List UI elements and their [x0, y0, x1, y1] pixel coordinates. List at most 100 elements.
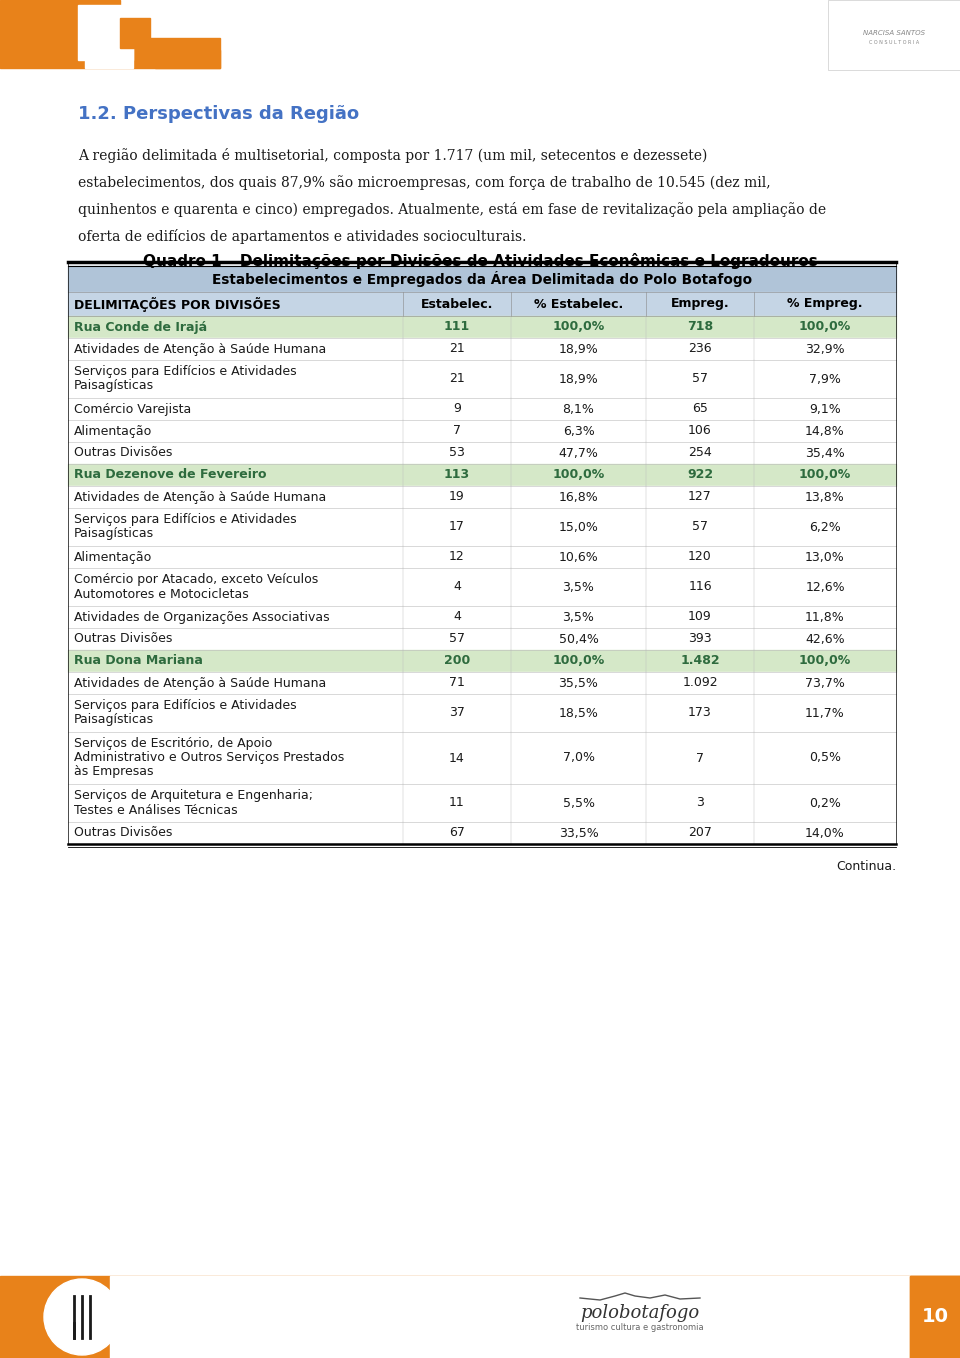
Bar — [155, 50, 220, 68]
Bar — [910, 1277, 960, 1358]
Text: 35,5%: 35,5% — [559, 676, 598, 690]
Bar — [828, 0, 960, 71]
Text: 100,0%: 100,0% — [799, 320, 852, 334]
Text: 50,4%: 50,4% — [559, 633, 598, 645]
Text: 18,9%: 18,9% — [559, 342, 598, 356]
Text: 65: 65 — [692, 402, 708, 416]
Bar — [910, 1277, 960, 1358]
Text: 120: 120 — [688, 550, 712, 564]
Text: 35,4%: 35,4% — [805, 447, 845, 459]
Text: 14,8%: 14,8% — [805, 425, 845, 437]
Text: 73,7%: 73,7% — [805, 676, 845, 690]
Text: polobotafogo: polobotafogo — [581, 1304, 700, 1321]
Text: 100,0%: 100,0% — [552, 469, 605, 482]
Text: estabelecimentos, dos quais 87,9% são microempresas, com força de trabalho de 10: estabelecimentos, dos quais 87,9% são mi… — [78, 175, 771, 190]
Bar — [828, 0, 960, 71]
Text: 12,6%: 12,6% — [805, 580, 845, 593]
Text: 17: 17 — [449, 520, 465, 534]
Text: Automotores e Motocicletas: Automotores e Motocicletas — [74, 588, 249, 600]
Text: 12: 12 — [449, 550, 465, 564]
Bar — [78, 5, 133, 60]
Text: Alimentação: Alimentação — [74, 550, 153, 564]
Text: Estabelec.: Estabelec. — [420, 297, 493, 311]
Text: 47,7%: 47,7% — [559, 447, 598, 459]
Text: 8,1%: 8,1% — [563, 402, 594, 416]
Bar — [110, 1277, 910, 1358]
Text: 1.2. Perspectivas da Região: 1.2. Perspectivas da Região — [78, 105, 359, 124]
Text: 18,9%: 18,9% — [559, 372, 598, 386]
Bar — [68, 732, 896, 784]
Text: 67: 67 — [449, 827, 465, 839]
Bar — [68, 784, 896, 822]
Text: 10,6%: 10,6% — [559, 550, 598, 564]
Bar — [68, 338, 896, 360]
Text: 113: 113 — [444, 469, 470, 482]
Bar — [68, 627, 896, 650]
Text: quinhentos e quarenta e cinco) empregados. Atualmente, está em fase de revitaliz: quinhentos e quarenta e cinco) empregado… — [78, 202, 827, 217]
Bar — [68, 568, 896, 606]
Text: 19: 19 — [449, 490, 465, 504]
Text: Serviços para Edifícios e Atividades: Serviços para Edifícios e Atividades — [74, 699, 297, 713]
Text: Comércio por Atacado, exceto Veículos: Comércio por Atacado, exceto Veículos — [74, 573, 319, 587]
Bar — [68, 546, 896, 568]
Bar — [0, 0, 960, 68]
Text: Atividades de Atenção à Saúde Humana: Atividades de Atenção à Saúde Humana — [74, 342, 326, 356]
Text: 100,0%: 100,0% — [552, 655, 605, 668]
Text: 11,7%: 11,7% — [805, 706, 845, 720]
Text: 57: 57 — [692, 372, 708, 386]
Text: 5,5%: 5,5% — [563, 797, 594, 809]
Bar — [85, 38, 133, 68]
Text: 57: 57 — [692, 520, 708, 534]
Text: Continua.: Continua. — [836, 860, 896, 873]
Text: 207: 207 — [688, 827, 712, 839]
Text: 13,8%: 13,8% — [805, 490, 845, 504]
Text: Outras Divisões: Outras Divisões — [74, 447, 173, 459]
Text: C O N S U L T O R I A: C O N S U L T O R I A — [869, 41, 919, 46]
Text: 3,5%: 3,5% — [563, 611, 594, 623]
Text: 6,3%: 6,3% — [563, 425, 594, 437]
Text: Administrativo e Outros Serviços Prestados: Administrativo e Outros Serviços Prestad… — [74, 751, 345, 765]
Text: Quadro 1 – Delimitações por Divisões de Atividades Econômicas e Logradouros: Quadro 1 – Delimitações por Divisões de … — [143, 253, 817, 269]
Text: Testes e Análises Técnicas: Testes e Análises Técnicas — [74, 804, 238, 816]
Text: 6,2%: 6,2% — [809, 520, 841, 534]
Bar — [0, 38, 220, 68]
Text: 718: 718 — [687, 320, 713, 334]
Bar — [68, 650, 896, 672]
Bar — [0, 0, 120, 38]
Text: Rua Dezenove de Fevereiro: Rua Dezenove de Fevereiro — [74, 469, 267, 482]
Text: Outras Divisões: Outras Divisões — [74, 827, 173, 839]
Text: turismo cultura e gastronomia: turismo cultura e gastronomia — [576, 1324, 704, 1332]
Text: 9: 9 — [453, 402, 461, 416]
Text: 32,9%: 32,9% — [805, 342, 845, 356]
Text: Rua Dona Mariana: Rua Dona Mariana — [74, 655, 203, 668]
Text: 0,2%: 0,2% — [809, 797, 841, 809]
Text: 7,0%: 7,0% — [563, 751, 594, 765]
Text: Atividades de Organizações Associativas: Atividades de Organizações Associativas — [74, 611, 329, 623]
Text: 109: 109 — [688, 611, 712, 623]
Text: 106: 106 — [688, 425, 712, 437]
Text: Paisagísticas: Paisagísticas — [74, 713, 155, 727]
Text: Paisagísticas: Paisagísticas — [74, 527, 155, 540]
Text: A região delimitada é multisetorial, composta por 1.717 (um mil, setecentos e de: A região delimitada é multisetorial, com… — [78, 148, 708, 163]
Text: 922: 922 — [687, 469, 713, 482]
Text: Comércio Varejista: Comércio Varejista — [74, 402, 191, 416]
Text: 100,0%: 100,0% — [799, 469, 852, 482]
Bar — [68, 606, 896, 627]
Text: 33,5%: 33,5% — [559, 827, 598, 839]
Text: 236: 236 — [688, 342, 711, 356]
Text: 1.092: 1.092 — [683, 676, 718, 690]
Text: 7: 7 — [453, 425, 461, 437]
Text: 7,9%: 7,9% — [809, 372, 841, 386]
Text: 42,6%: 42,6% — [805, 633, 845, 645]
Text: 14: 14 — [449, 751, 465, 765]
Text: 4: 4 — [453, 611, 461, 623]
Bar — [68, 464, 896, 486]
Text: 393: 393 — [688, 633, 711, 645]
Text: NARCISA SANTOS: NARCISA SANTOS — [863, 30, 925, 37]
Text: 173: 173 — [688, 706, 712, 720]
Text: 254: 254 — [688, 447, 712, 459]
Text: Empreg.: Empreg. — [671, 297, 730, 311]
Bar — [0, 1277, 960, 1358]
Text: Serviços de Escritório, de Apoio: Serviços de Escritório, de Apoio — [74, 737, 273, 751]
Bar — [68, 398, 896, 420]
